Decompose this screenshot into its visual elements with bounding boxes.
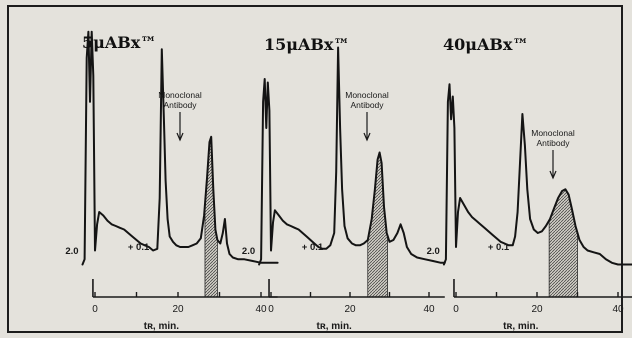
x-axis-label: tʀ, min. xyxy=(317,321,353,332)
scale-label-left: 2.0 xyxy=(65,246,78,257)
chromatogram-trace xyxy=(81,30,279,266)
scale-label-left: 2.0 xyxy=(427,246,440,257)
annotation-arrow-head xyxy=(549,170,557,180)
annotation-arrow-head xyxy=(363,132,371,142)
panel-2: 0 20 40 tʀ, min. 15μABx™ 2.0 + 0.1 MonoclonalAn… xyxy=(242,35,446,332)
antibody-shaded-region xyxy=(548,188,578,298)
panel-1: 0 20 40 tʀ, min. 5μABx™ 2.0 + 0.1 MonoclonalAnt… xyxy=(65,30,279,332)
x-tick-label: 40 xyxy=(423,304,435,315)
scale-label-switch: + 0.1 xyxy=(128,242,150,253)
panel-title: 5μABx™ xyxy=(82,33,156,52)
annotation-line-2: Antibody xyxy=(350,100,384,110)
panel-title: 15μABx™ xyxy=(264,35,349,54)
x-tick-label: 0 xyxy=(92,304,98,315)
x-tick-label: 20 xyxy=(531,304,543,315)
chromatogram-trace xyxy=(442,83,632,266)
scale-label-switch: + 0.1 xyxy=(302,242,324,253)
x-tick-label: 20 xyxy=(172,304,184,315)
annotation-line-2: Antibody xyxy=(536,138,570,148)
x-tick-label: 20 xyxy=(344,304,356,315)
panel-title: 40μABx™ xyxy=(443,35,528,54)
scale-label-switch: + 0.1 xyxy=(488,242,510,253)
x-axis-label: tʀ, min. xyxy=(144,321,180,332)
annotation-line-2: Antibody xyxy=(163,100,197,110)
chromatogram-trace xyxy=(258,46,446,266)
annotation-line-1: Monoclonal xyxy=(345,90,389,100)
x-axis-label: tʀ, min. xyxy=(503,321,539,332)
annotation-line-1: Monoclonal xyxy=(158,90,202,100)
figure-border xyxy=(7,5,623,333)
x-tick-label: 0 xyxy=(453,304,459,315)
x-tick-label: 40 xyxy=(612,304,624,315)
annotation-line-1: Monoclonal xyxy=(531,128,575,138)
annotation-arrow-head xyxy=(176,132,184,142)
scale-label-left: 2.0 xyxy=(242,246,255,257)
x-tick-label: 40 xyxy=(255,304,267,315)
panel-3: 0 20 40 tʀ, min. 40μABx™ 2.0 + 0.1 MonoclonalAn… xyxy=(427,35,632,332)
x-tick-label: 0 xyxy=(268,304,274,315)
